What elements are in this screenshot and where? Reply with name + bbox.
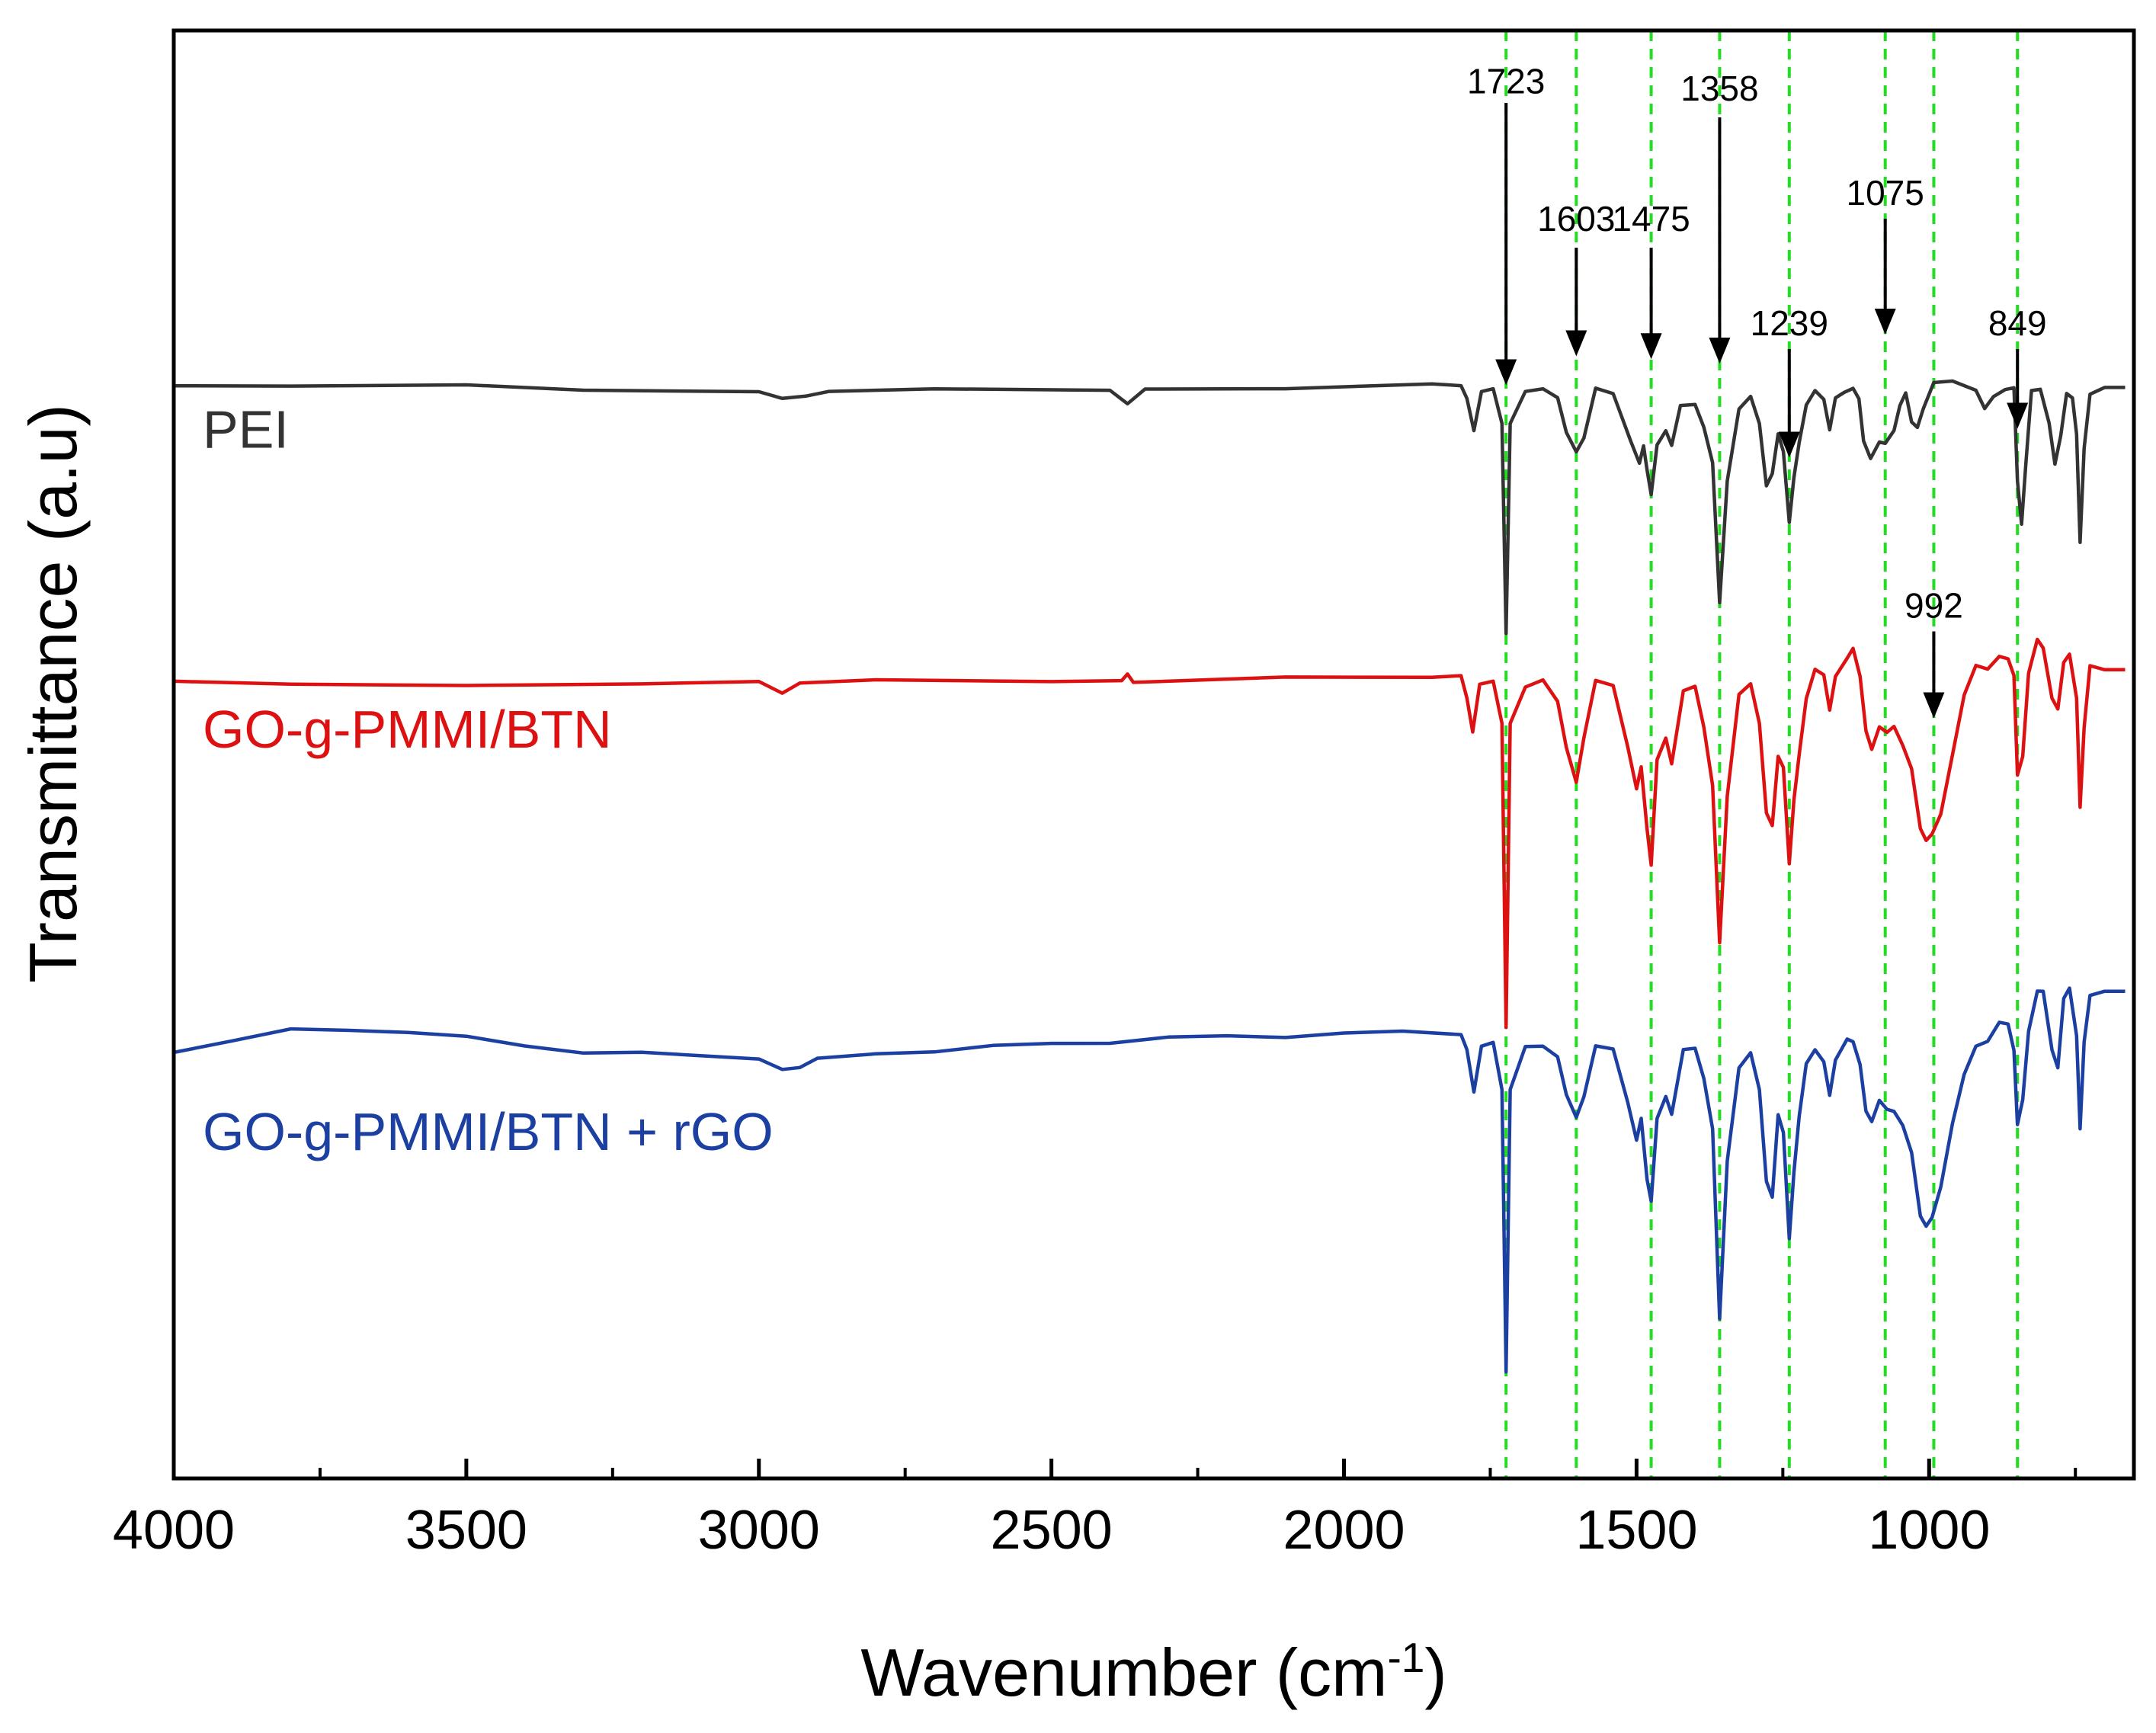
annotation-label-1723: 1723 xyxy=(1467,62,1545,101)
annotation-arrowhead-1358 xyxy=(1709,338,1731,364)
y-axis-title: Transmittance (a.u) xyxy=(15,404,91,983)
x-tick-label-3000: 3000 xyxy=(698,1500,820,1561)
annotation-label-992: 992 xyxy=(1905,585,1963,625)
series-line-3 xyxy=(173,986,2126,1374)
annotation-arrowhead-1075 xyxy=(1874,309,1896,335)
x-axis-ticks: 4000 3500 3000 2500 2000 1500 1000 xyxy=(113,1459,2078,1561)
annotation-arrowhead-1475 xyxy=(1640,333,1662,360)
series-label-1: PEI xyxy=(203,400,289,460)
series-label-2: GO-g-PMMI/BTN xyxy=(203,700,612,759)
annotation-label-1239: 1239 xyxy=(1751,303,1828,343)
annotation-arrowhead-1239 xyxy=(1778,431,1800,458)
annotation-label-1075: 1075 xyxy=(1847,173,1924,213)
annotation-label-1475: 1475 xyxy=(1612,199,1690,239)
x-axis-title-main: Wavenumber (cm xyxy=(860,1635,1387,1710)
x-tick-label-3500: 3500 xyxy=(405,1500,527,1561)
x-axis-title-sup: -1 xyxy=(1387,1634,1424,1681)
annotation-arrowhead-1603 xyxy=(1565,330,1587,357)
x-tick-label-1000: 1000 xyxy=(1868,1500,1990,1561)
x-axis-title: Wavenumber (cm-1) xyxy=(860,1634,1446,1710)
annotation-label-1358: 1358 xyxy=(1680,69,1758,108)
x-tick-label-2000: 2000 xyxy=(1283,1500,1405,1561)
annotation-arrowhead-849 xyxy=(2007,402,2029,429)
series-label-3: GO-g-PMMI/BTN + rGO xyxy=(203,1102,774,1161)
x-axis-title-end: ) xyxy=(1424,1635,1446,1710)
annotation-label-1603: 1603 xyxy=(1537,199,1615,239)
annotation-arrowhead-992 xyxy=(1923,692,1945,719)
x-tick-label-1500: 1500 xyxy=(1575,1500,1697,1561)
annotation-arrowhead-1723 xyxy=(1495,359,1517,386)
series-line-2 xyxy=(173,637,2126,1030)
annotation-label-849: 849 xyxy=(1988,303,2047,343)
series-labels: PEI GO-g-PMMI/BTN GO-g-PMMI/BTN + rGO xyxy=(203,400,774,1162)
x-tick-label-2500: 2500 xyxy=(991,1500,1113,1561)
x-tick-label-4000: 4000 xyxy=(113,1500,235,1561)
plot-frame xyxy=(171,28,2136,1481)
